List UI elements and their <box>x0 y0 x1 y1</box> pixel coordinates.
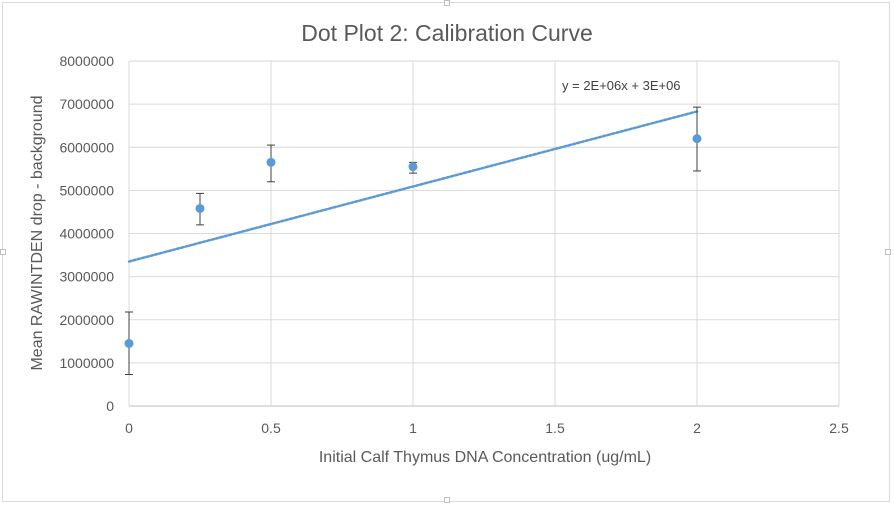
data-point-4 <box>692 134 702 144</box>
trendline-equation: y = 2E+06x + 3E+06 <box>562 78 681 93</box>
x-tick-label-5: 2.5 <box>829 420 849 436</box>
y-tick-label-5: 5000000 <box>59 182 114 198</box>
resize-handle-top[interactable] <box>444 0 450 6</box>
x-tick-labels: 0 0.5 1 1.5 2 2.5 <box>125 420 849 436</box>
x-tick-label-3: 1.5 <box>545 420 565 436</box>
trendline-layer <box>127 110 699 263</box>
y-tick-label-2: 2000000 <box>59 312 114 328</box>
y-tick-label-8: 8000000 <box>59 53 114 69</box>
chart-title: Dot Plot 2: Calibration Curve <box>301 20 592 46</box>
y-tick-label-1: 1000000 <box>59 355 114 371</box>
resize-handle-left[interactable] <box>0 249 6 255</box>
data-point-3 <box>408 162 418 172</box>
y-tick-label-3: 3000000 <box>59 269 114 285</box>
x-tick-label-1: 0.5 <box>261 420 281 436</box>
resize-handle-right[interactable] <box>885 249 891 255</box>
y-axis-label: Mean RAWINTDEN drop - background <box>29 95 46 370</box>
x-tick-label-4: 2 <box>693 420 701 436</box>
resize-handle-bottom[interactable] <box>444 497 450 503</box>
y-tick-label-7: 7000000 <box>59 96 114 112</box>
x-tick-label-0: 0 <box>125 420 133 436</box>
y-tick-label-6: 6000000 <box>59 139 114 155</box>
data-points <box>124 134 702 348</box>
trendline <box>127 110 699 263</box>
gridlines <box>129 60 840 406</box>
y-tick-label-0: 0 <box>106 398 114 414</box>
data-point-0 <box>124 338 134 348</box>
data-point-1 <box>195 203 205 213</box>
y-tick-label-4: 4000000 <box>59 226 114 242</box>
x-tick-label-2: 1 <box>409 420 417 436</box>
x-axis-label: Initial Calf Thymus DNA Concentration (u… <box>319 449 651 466</box>
y-tick-labels: 0 1000000 2000000 3000000 4000000 5000000 6000… <box>59 53 114 414</box>
data-point-2 <box>266 157 276 167</box>
